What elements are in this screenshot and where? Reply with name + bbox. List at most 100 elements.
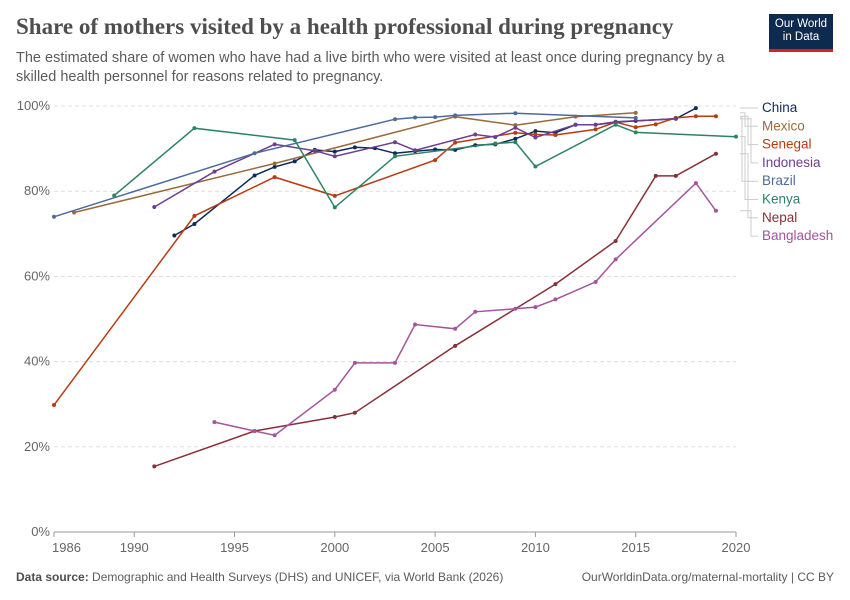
data-source: Data source: Demographic and Health Surv… xyxy=(16,570,503,584)
data-point xyxy=(292,138,297,143)
data-point xyxy=(272,164,277,169)
data-point xyxy=(593,279,598,284)
data-point xyxy=(212,420,217,425)
data-point xyxy=(593,127,598,132)
data-point xyxy=(693,106,698,111)
data-point xyxy=(553,132,558,137)
data-point xyxy=(473,132,478,137)
x-tick-label: 1995 xyxy=(220,540,249,555)
data-point xyxy=(192,213,197,218)
y-tick-label: 60% xyxy=(24,268,50,283)
legend-connector xyxy=(740,112,758,127)
data-point xyxy=(713,208,718,213)
data-point xyxy=(192,126,197,131)
series-line xyxy=(154,153,717,468)
data-point xyxy=(332,193,337,198)
data-point xyxy=(453,113,458,118)
data-point xyxy=(332,414,337,419)
data-point xyxy=(513,130,518,135)
data-point xyxy=(513,140,518,145)
legend-connector xyxy=(740,115,758,146)
series-kenya xyxy=(112,122,738,210)
data-point xyxy=(332,154,337,159)
data-point xyxy=(393,140,397,145)
data-point xyxy=(513,306,518,311)
data-point xyxy=(573,122,578,127)
data-point xyxy=(252,173,257,178)
data-point xyxy=(673,173,678,178)
owid-logo[interactable]: Our World in Data xyxy=(769,14,833,52)
x-tick-label: 2000 xyxy=(320,540,349,555)
data-point xyxy=(152,464,157,469)
series-indonesia xyxy=(152,116,678,209)
data-point xyxy=(653,173,658,178)
x-tick-label: 2020 xyxy=(722,540,751,555)
data-point xyxy=(613,239,618,244)
data-point xyxy=(593,122,598,127)
data-point xyxy=(52,403,56,408)
data-point xyxy=(52,214,56,219)
source-url[interactable]: OurWorldinData.org/maternal-mortality | … xyxy=(581,570,834,584)
series-mexico xyxy=(72,110,638,215)
data-point xyxy=(152,204,157,209)
data-point xyxy=(192,222,197,227)
data-point xyxy=(332,387,337,392)
source-text[interactable]: Demographic and Health Surveys (DHS) and… xyxy=(92,570,504,584)
series-line xyxy=(73,112,636,214)
data-point xyxy=(673,116,678,121)
data-point xyxy=(413,322,418,327)
data-point xyxy=(713,151,718,156)
legend-label-bangladesh[interactable]: Bangladesh xyxy=(762,228,833,243)
data-point xyxy=(633,125,638,130)
y-tick-label: 40% xyxy=(24,354,50,369)
legend-label-kenya[interactable]: Kenya xyxy=(762,192,801,207)
legend-connector xyxy=(740,118,758,164)
data-point xyxy=(112,193,117,198)
legend-label-senegal[interactable]: Senegal xyxy=(762,137,812,152)
data-point xyxy=(493,135,498,140)
legend-label-brazil[interactable]: Brazil xyxy=(762,173,796,188)
data-point xyxy=(633,115,638,120)
data-point xyxy=(212,169,217,174)
data-point xyxy=(473,309,478,314)
data-point xyxy=(493,141,498,146)
data-point xyxy=(513,111,518,116)
source-label: Data source: xyxy=(16,570,89,584)
data-point xyxy=(453,343,458,348)
y-tick-label: 20% xyxy=(24,439,50,454)
data-point xyxy=(352,145,357,150)
data-point xyxy=(553,282,558,287)
data-point xyxy=(252,151,257,156)
data-point xyxy=(312,148,317,153)
data-point xyxy=(352,410,357,415)
data-point xyxy=(553,297,558,302)
data-point xyxy=(533,164,538,169)
y-tick-label: 0% xyxy=(31,524,50,539)
data-point xyxy=(433,115,438,120)
y-tick-label: 80% xyxy=(24,183,50,198)
data-point xyxy=(393,154,397,159)
legend-label-indonesia[interactable]: Indonesia xyxy=(762,155,821,170)
legend-label-mexico[interactable]: Mexico xyxy=(762,118,805,133)
x-tick-label: 2015 xyxy=(621,540,650,555)
legend-connector xyxy=(740,136,758,200)
x-tick-label: 1986 xyxy=(52,540,81,555)
data-point xyxy=(513,125,518,130)
data-point xyxy=(693,114,698,119)
data-point xyxy=(453,326,458,331)
series-bangladesh xyxy=(212,181,718,438)
data-point xyxy=(252,429,257,434)
legend-label-china[interactable]: China xyxy=(762,100,798,115)
data-point xyxy=(393,360,397,365)
data-point xyxy=(713,114,718,119)
data-point xyxy=(613,257,618,262)
data-point xyxy=(332,149,337,154)
data-point xyxy=(393,117,397,122)
data-point xyxy=(533,129,538,134)
data-point xyxy=(413,148,418,153)
legend-label-nepal[interactable]: Nepal xyxy=(762,210,797,225)
data-point xyxy=(533,132,538,137)
chart-subtitle: The estimated share of women who have ha… xyxy=(16,50,725,85)
